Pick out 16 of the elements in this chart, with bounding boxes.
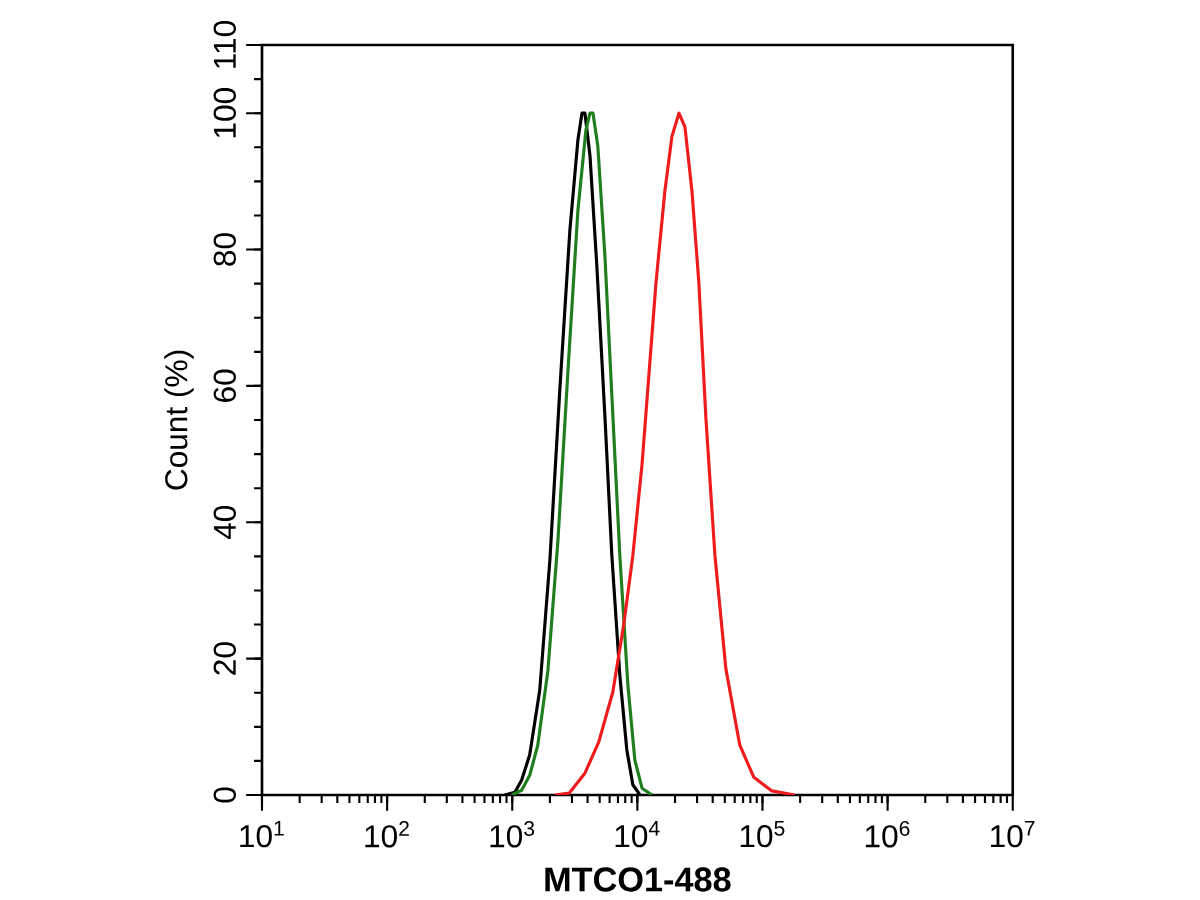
x-tick-label: 10$^{4}$ xyxy=(615,821,660,848)
y-tick-label: 0 xyxy=(213,787,236,803)
y-tick-label: 20 xyxy=(213,642,236,675)
y-tick-label: 110 xyxy=(213,21,236,68)
y-axis-title: Count (%) xyxy=(164,350,194,490)
x-tick-label: 10$^{5}$ xyxy=(740,821,785,848)
x-tick-label: 10$^{7}$ xyxy=(991,821,1035,848)
x-tick-label: 10$^{3}$ xyxy=(490,821,535,848)
x-tick-label: 10$^{2}$ xyxy=(365,821,409,848)
y-tick-label: 80 xyxy=(213,233,236,266)
y-tick-label: 60 xyxy=(213,369,236,402)
y-tick-label: 100 xyxy=(213,88,236,138)
x-axis-title: MTCO1-488 xyxy=(545,867,731,892)
x-tick-label: 10$^{1}$ xyxy=(240,821,284,848)
y-tick-label: 40 xyxy=(213,505,236,540)
x-tick-label: 10$^{6}$ xyxy=(865,821,910,848)
